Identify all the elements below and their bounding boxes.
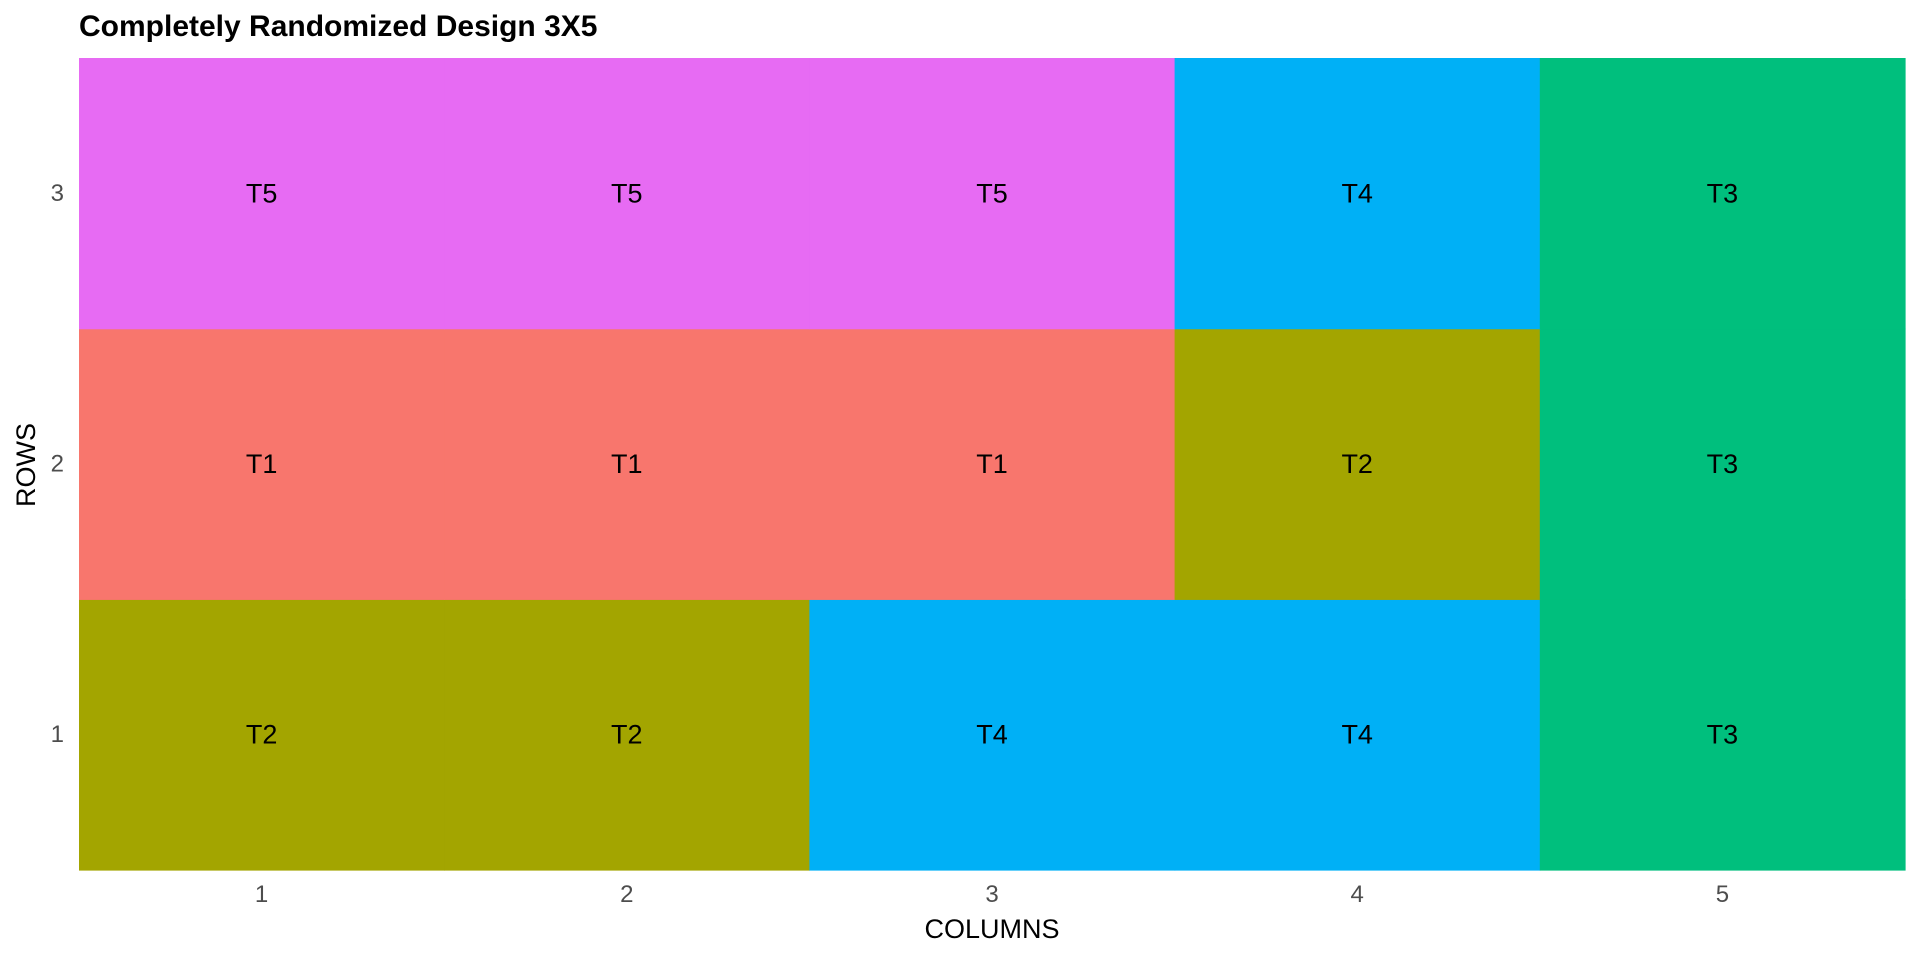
tile-r2-c4: [1174, 328, 1541, 600]
x-tick-label-2: 2: [620, 881, 633, 908]
tile-r3-c1: [79, 58, 445, 330]
tile-label-r3-c2: T5: [611, 178, 643, 208]
tile-r1-c2: [444, 599, 810, 871]
y-tick-label-2: 2: [51, 451, 64, 478]
tile-label-r3-c1: T5: [246, 178, 278, 208]
tile-label-r3-c3: T5: [976, 178, 1008, 208]
tile-r2-c5: [1539, 328, 1906, 600]
y-tick-label-3: 3: [51, 180, 64, 207]
y-tick-label-1: 1: [51, 721, 64, 748]
y-axis-title: ROWS: [11, 423, 41, 507]
tile-r2-c1: [79, 328, 445, 600]
tile-label-r2-c2: T1: [611, 449, 643, 479]
cell-labels: T2 T2 T4 T4 T3 T1 T1 T1 T2 T3 T5 T5 T5 T4 T3: [246, 178, 1738, 749]
x-tick-label-1: 1: [255, 881, 268, 908]
x-tick-label-4: 4: [1351, 881, 1364, 908]
tile-r3-c3: [809, 58, 1176, 330]
tile-r1-c4: [1174, 599, 1541, 871]
tile-label-r2-c1: T1: [246, 449, 278, 479]
tile-r1-c3: [809, 599, 1176, 871]
tile-r2-c3: [809, 328, 1176, 600]
tile-label-r1-c1: T2: [246, 720, 278, 750]
chart-title: Completely Randomized Design 3X5: [79, 10, 597, 43]
y-axis-ticks: 1 2 3: [51, 180, 64, 748]
tile-label-r2-c5: T3: [1707, 449, 1739, 479]
tile-r3-c5: [1539, 58, 1906, 330]
x-tick-label-5: 5: [1716, 881, 1729, 908]
tile-r3-c4: [1174, 58, 1541, 330]
x-axis-ticks: 1 2 3 4 5: [255, 881, 1729, 908]
tile-label-r2-c3: T1: [976, 449, 1008, 479]
tile-label-r1-c2: T2: [611, 720, 643, 750]
tile-r3-c2: [444, 58, 810, 330]
tile-r1-c5: [1539, 599, 1906, 871]
tile-label-r3-c4: T4: [1341, 178, 1373, 208]
tile-label-r1-c5: T3: [1707, 720, 1739, 750]
tile-label-r1-c3: T4: [976, 720, 1008, 750]
x-tick-label-3: 3: [985, 881, 998, 908]
tile-label-r1-c4: T4: [1341, 720, 1373, 750]
tile-label-r3-c5: T3: [1707, 178, 1739, 208]
plot-panel: [79, 58, 1906, 871]
x-axis-title: COLUMNS: [924, 914, 1059, 944]
tile-label-r2-c4: T2: [1341, 449, 1373, 479]
tile-r2-c2: [444, 328, 810, 600]
tile-r1-c1: [79, 599, 445, 871]
